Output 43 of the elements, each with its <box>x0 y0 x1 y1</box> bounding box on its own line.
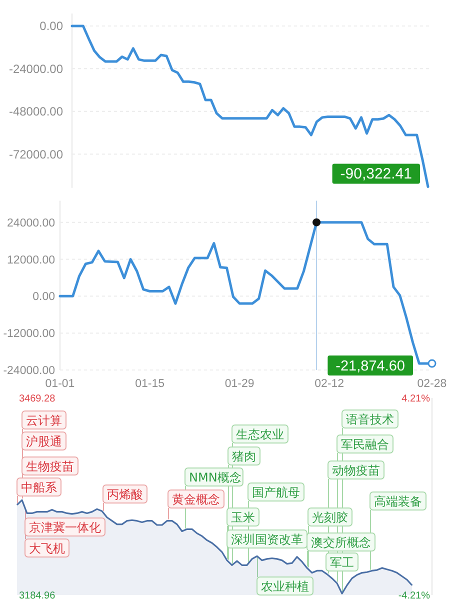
data-label: -90,322.41 <box>340 166 412 183</box>
y-tick-label: 3469.28 <box>19 394 56 404</box>
annotation: 农业种植 <box>261 580 309 594</box>
annotation: 中船系 <box>21 480 57 494</box>
x-tick-label: 02-28 <box>417 378 447 390</box>
annotation: 光刻胶 <box>312 510 348 524</box>
y-tick-label: -24000.00 <box>3 365 55 378</box>
y-tick-label: 3184.96 <box>19 590 56 600</box>
y-tick-label: -12000.00 <box>3 328 55 340</box>
annotation: 云计算 <box>26 414 62 428</box>
annotation: 语音技术 <box>346 412 394 426</box>
annotation: 京津冀一体化 <box>29 520 101 534</box>
y-tick-label: -24000.00 <box>8 62 64 76</box>
annotation: 黄金概念 <box>172 492 220 506</box>
annotation: 玉米 <box>231 510 255 524</box>
y-tick-label: 12000.00 <box>7 254 55 266</box>
y2-tick-label: -4.21% <box>398 590 430 600</box>
y-tick-label: 0.00 <box>32 291 55 304</box>
annotation: 大飞机 <box>29 542 65 556</box>
y2-tick-label: 4.21% <box>402 394 430 404</box>
y-tick-label: 0.00 <box>40 19 64 34</box>
annotation: 丙烯酸 <box>107 488 143 502</box>
line-series <box>70 24 430 188</box>
annotation: 深圳国资改革 <box>231 532 303 546</box>
annotation: NMN概念 <box>189 470 242 484</box>
annotation: 动物疫苗 <box>332 464 380 478</box>
annotation: 国产航母 <box>252 486 300 500</box>
data-label: -21,874.60 <box>336 358 406 374</box>
annotation: 军工 <box>330 556 354 570</box>
y-tick-label: 24000.00 <box>7 217 55 230</box>
y-tick-label: -48000.00 <box>8 104 64 119</box>
annotation: 猪肉 <box>232 450 256 464</box>
annotation: 高端装备 <box>374 494 422 508</box>
annotation: 军民融合 <box>341 438 389 452</box>
y-tick-label: -72000.00 <box>8 147 64 162</box>
annotation: 澳交所概念 <box>311 536 371 550</box>
annotation: 沪股通 <box>26 434 62 448</box>
x-tick-label: 01-15 <box>135 378 165 390</box>
x-tick-label: 01-29 <box>224 378 254 390</box>
x-tick-label: 02-12 <box>314 378 344 390</box>
x-tick-label: 01-01 <box>45 378 75 390</box>
annotation: 生态农业 <box>236 428 284 442</box>
annotation: 生物疫苗 <box>26 460 74 474</box>
